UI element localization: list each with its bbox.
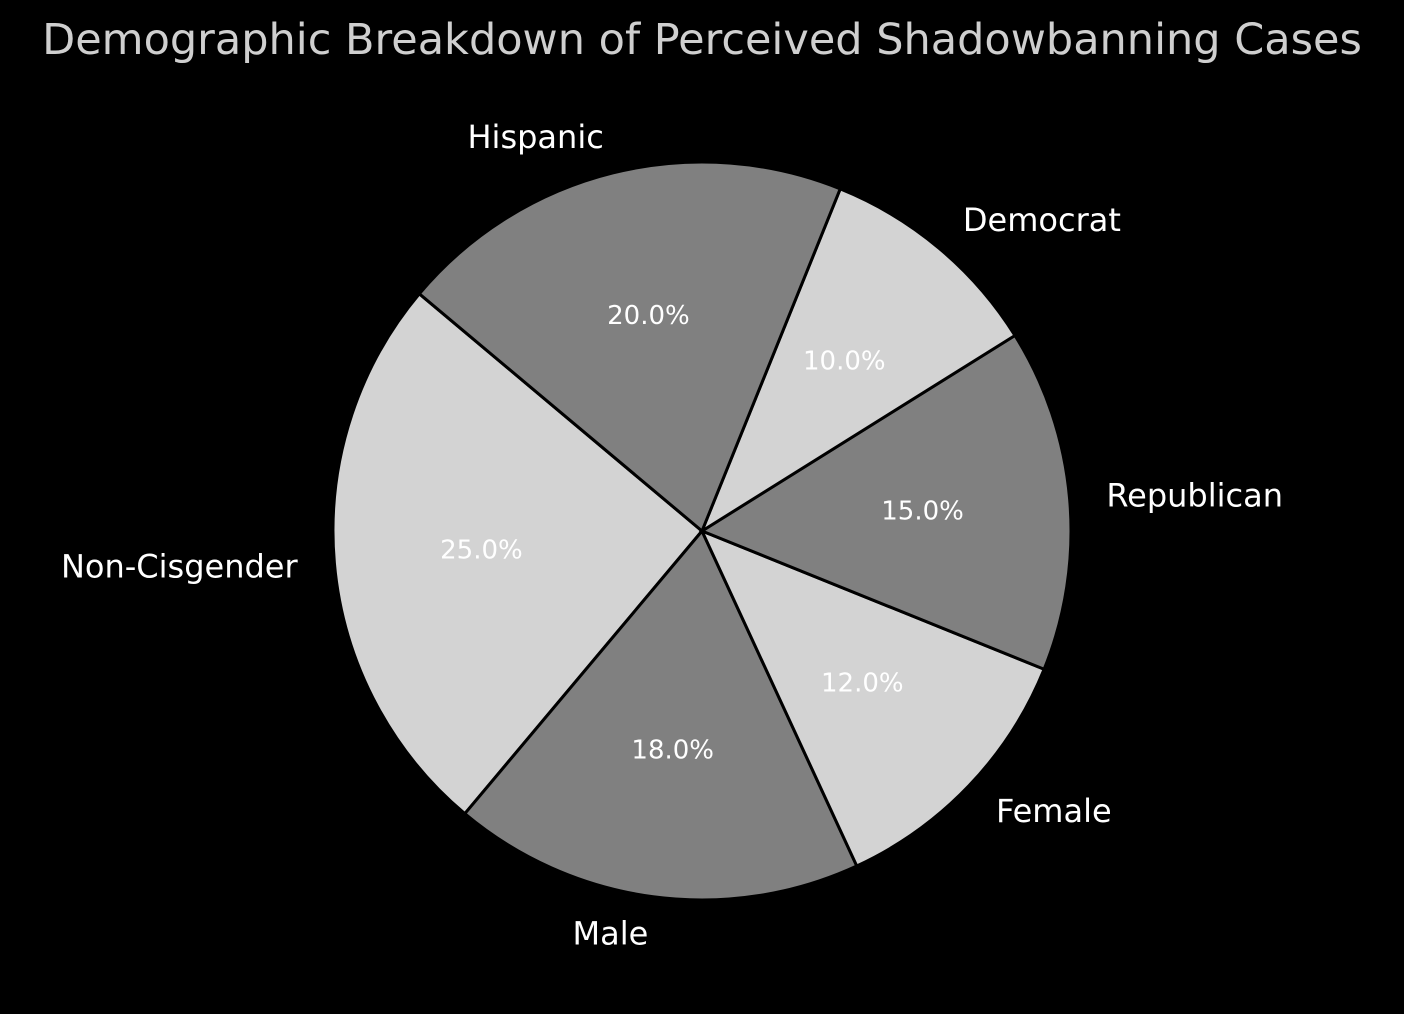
percent-label-non-cisgender: 25.0% bbox=[440, 535, 523, 565]
pie-slice-hispanic bbox=[417, 160, 843, 534]
slice-label-hispanic: Hispanic bbox=[467, 118, 603, 156]
chart-title: Demographic Breakdown of Perceived Shado… bbox=[42, 15, 1362, 65]
pie-slice-democrat bbox=[698, 186, 1017, 535]
percent-label-hispanic: 20.0% bbox=[607, 301, 690, 331]
pie-slice-non-cisgender bbox=[331, 291, 705, 816]
pie-wedges bbox=[331, 160, 1073, 902]
pie-slice-male bbox=[462, 528, 859, 902]
pie-slice-labels: Non-Cisgender Male Female Republican Democra… bbox=[61, 118, 1283, 952]
percent-label-female: 12.0% bbox=[821, 669, 904, 699]
slice-label-male: Male bbox=[573, 914, 649, 952]
slice-label-female: Female bbox=[996, 792, 1112, 830]
percent-label-republican: 15.0% bbox=[881, 497, 964, 527]
pie-slice-republican bbox=[698, 333, 1073, 672]
percent-label-male: 18.0% bbox=[631, 735, 714, 765]
pie-slice-female bbox=[699, 528, 1047, 868]
slice-label-democrat: Democrat bbox=[963, 201, 1121, 239]
percent-label-democrat: 10.0% bbox=[803, 346, 886, 376]
slice-label-republican: Republican bbox=[1106, 477, 1283, 515]
slice-label-non-cisgender: Non-Cisgender bbox=[61, 547, 299, 585]
pie-percent-labels: 25.0% 18.0% 12.0% 15.0% 10.0% 20.0% bbox=[440, 301, 964, 765]
